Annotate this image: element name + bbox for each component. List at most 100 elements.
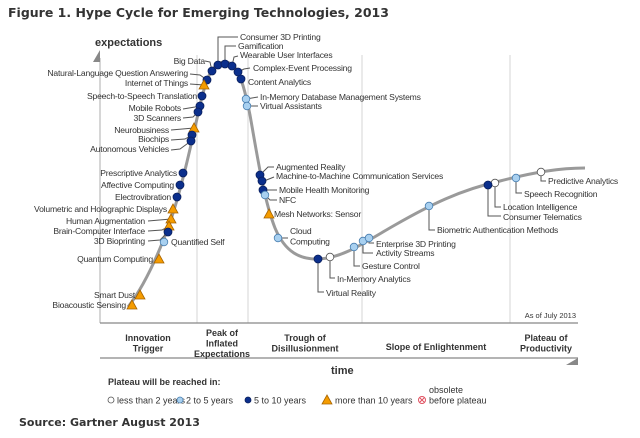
leader-line bbox=[494, 183, 501, 208]
technology-marker bbox=[175, 180, 185, 190]
technology-label: Activity Streams bbox=[376, 248, 434, 258]
leader-line bbox=[261, 166, 274, 174]
technology-label: Biochips bbox=[138, 134, 169, 144]
y-axis-arrow-icon bbox=[93, 50, 100, 62]
leader-line bbox=[329, 257, 335, 279]
technology-label: Virtual Assistants bbox=[260, 101, 322, 111]
leader-line bbox=[428, 206, 435, 231]
technology-label: Machine-to-Machine Communication Service… bbox=[276, 171, 443, 181]
technology-label: Biometric Authentication Methods bbox=[437, 225, 558, 235]
technology-marker bbox=[325, 252, 335, 262]
technology-label: Mesh Networks: Sensor bbox=[274, 209, 361, 219]
x-axis-label: time bbox=[331, 365, 354, 377]
technology-marker bbox=[313, 254, 323, 264]
leader-line bbox=[224, 45, 236, 64]
technology-marker bbox=[159, 237, 169, 247]
technology-marker bbox=[193, 107, 203, 117]
technology-label: Internet of Things bbox=[125, 78, 188, 88]
leader-line bbox=[217, 36, 238, 65]
technology-marker bbox=[263, 208, 275, 219]
technology-label: Speech-to-Speech Translation bbox=[87, 91, 197, 101]
technology-marker bbox=[227, 61, 237, 71]
legend-label: 2 to 5 years bbox=[186, 396, 234, 406]
technology-label: Speech Recognition bbox=[524, 189, 598, 199]
technology-label: Human Augmentation bbox=[66, 216, 145, 226]
technology-marker bbox=[186, 136, 196, 146]
legend-label: obsolete bbox=[429, 385, 463, 395]
circle-marker-icon bbox=[244, 396, 252, 404]
technology-marker bbox=[536, 167, 546, 177]
circle-marker-icon bbox=[107, 396, 115, 404]
technology-label: Prescriptive Analytics bbox=[100, 168, 177, 178]
phase-label: Productivity bbox=[520, 344, 572, 354]
leader-line bbox=[147, 218, 172, 222]
circle-marker-icon bbox=[176, 396, 184, 404]
technology-marker bbox=[364, 233, 374, 243]
legend-label: more than 10 years bbox=[335, 396, 413, 406]
technology-marker bbox=[126, 299, 138, 310]
technology-label: Mobile Robots bbox=[129, 103, 181, 113]
as-of-date: As of July 2013 bbox=[525, 311, 576, 320]
technology-label: Volumetric and Holographic Displays bbox=[34, 204, 167, 214]
technology-marker bbox=[167, 203, 179, 214]
technology-marker bbox=[260, 190, 270, 200]
technology-marker bbox=[273, 233, 283, 243]
technology-marker bbox=[178, 168, 188, 178]
legend-label: 5 to 10 years bbox=[254, 396, 307, 406]
technology-marker bbox=[163, 227, 173, 237]
technology-label: Complex-Event Processing bbox=[253, 63, 352, 73]
figure-title: Figure 1. Hype Cycle for Emerging Techno… bbox=[8, 5, 389, 20]
technology-label: 3D Bioprinting bbox=[94, 236, 146, 246]
phase-label: Disillusionment bbox=[271, 344, 338, 354]
phase-label: Plateau of bbox=[524, 333, 568, 343]
technology-label: Enterprise 3D Printing bbox=[376, 239, 456, 249]
phase-label: Expectations bbox=[194, 349, 250, 359]
technology-label: Gamification bbox=[238, 41, 284, 51]
technology-label: Smart Dust bbox=[94, 290, 136, 300]
technology-marker bbox=[511, 173, 521, 183]
legend-title: Plateau will be reached in: bbox=[108, 377, 221, 387]
technology-label: Electrovibration bbox=[115, 192, 171, 202]
leader-line bbox=[170, 127, 195, 131]
technology-marker bbox=[242, 101, 252, 111]
legend-label: before plateau bbox=[429, 396, 487, 406]
legend: less than 2 years 2 to 5 years 5 to 10 yea… bbox=[107, 385, 487, 406]
technology-label: Predictive Analytics bbox=[548, 176, 618, 186]
technology-label: Location Intelligence bbox=[503, 202, 578, 212]
leader-line bbox=[353, 247, 360, 267]
technology-marker bbox=[134, 289, 146, 300]
phase-label: Trough of bbox=[284, 333, 326, 343]
technology-label: NFC bbox=[279, 195, 296, 205]
obsolete-icon bbox=[418, 396, 426, 404]
technology-label: Content Analytics bbox=[248, 77, 311, 87]
technology-label: Gesture Control bbox=[362, 261, 420, 271]
technology-label: Affective Computing bbox=[101, 180, 174, 190]
technology-marker bbox=[257, 176, 267, 186]
technology-marker bbox=[349, 242, 359, 252]
technology-label: Autonomous Vehicles bbox=[90, 144, 169, 154]
leader-line bbox=[515, 178, 522, 194]
technology-label: Augmented Reality bbox=[276, 162, 346, 172]
technology-label: Consumer 3D Printing bbox=[240, 32, 321, 42]
phase-label: Inflated bbox=[206, 339, 238, 349]
technology-label: Quantum Computing bbox=[77, 254, 153, 264]
technology-marker bbox=[172, 192, 182, 202]
technology-label: Big Data bbox=[174, 56, 206, 66]
phase-label: Innovation bbox=[125, 333, 171, 343]
technology-marker bbox=[165, 213, 177, 224]
technology-label: Neurobusiness bbox=[114, 125, 169, 135]
technology-label: Mobile Health Monitoring bbox=[279, 185, 370, 195]
leader-line bbox=[170, 140, 192, 151]
technology-label: 3D Scanners bbox=[134, 113, 181, 123]
technology-marker bbox=[153, 253, 165, 264]
technology-label: In-Memory Database Management Systems bbox=[260, 92, 421, 102]
technology-label: In-Memory Analytics bbox=[337, 274, 411, 284]
technology-label: Consumer Telematics bbox=[503, 212, 582, 222]
leader-line bbox=[487, 185, 501, 217]
technology-marker bbox=[197, 91, 207, 101]
technology-marker bbox=[424, 201, 434, 211]
technology-label: Virtual Reality bbox=[326, 288, 377, 298]
technology-marker bbox=[236, 74, 246, 84]
technology-marker bbox=[241, 94, 251, 104]
